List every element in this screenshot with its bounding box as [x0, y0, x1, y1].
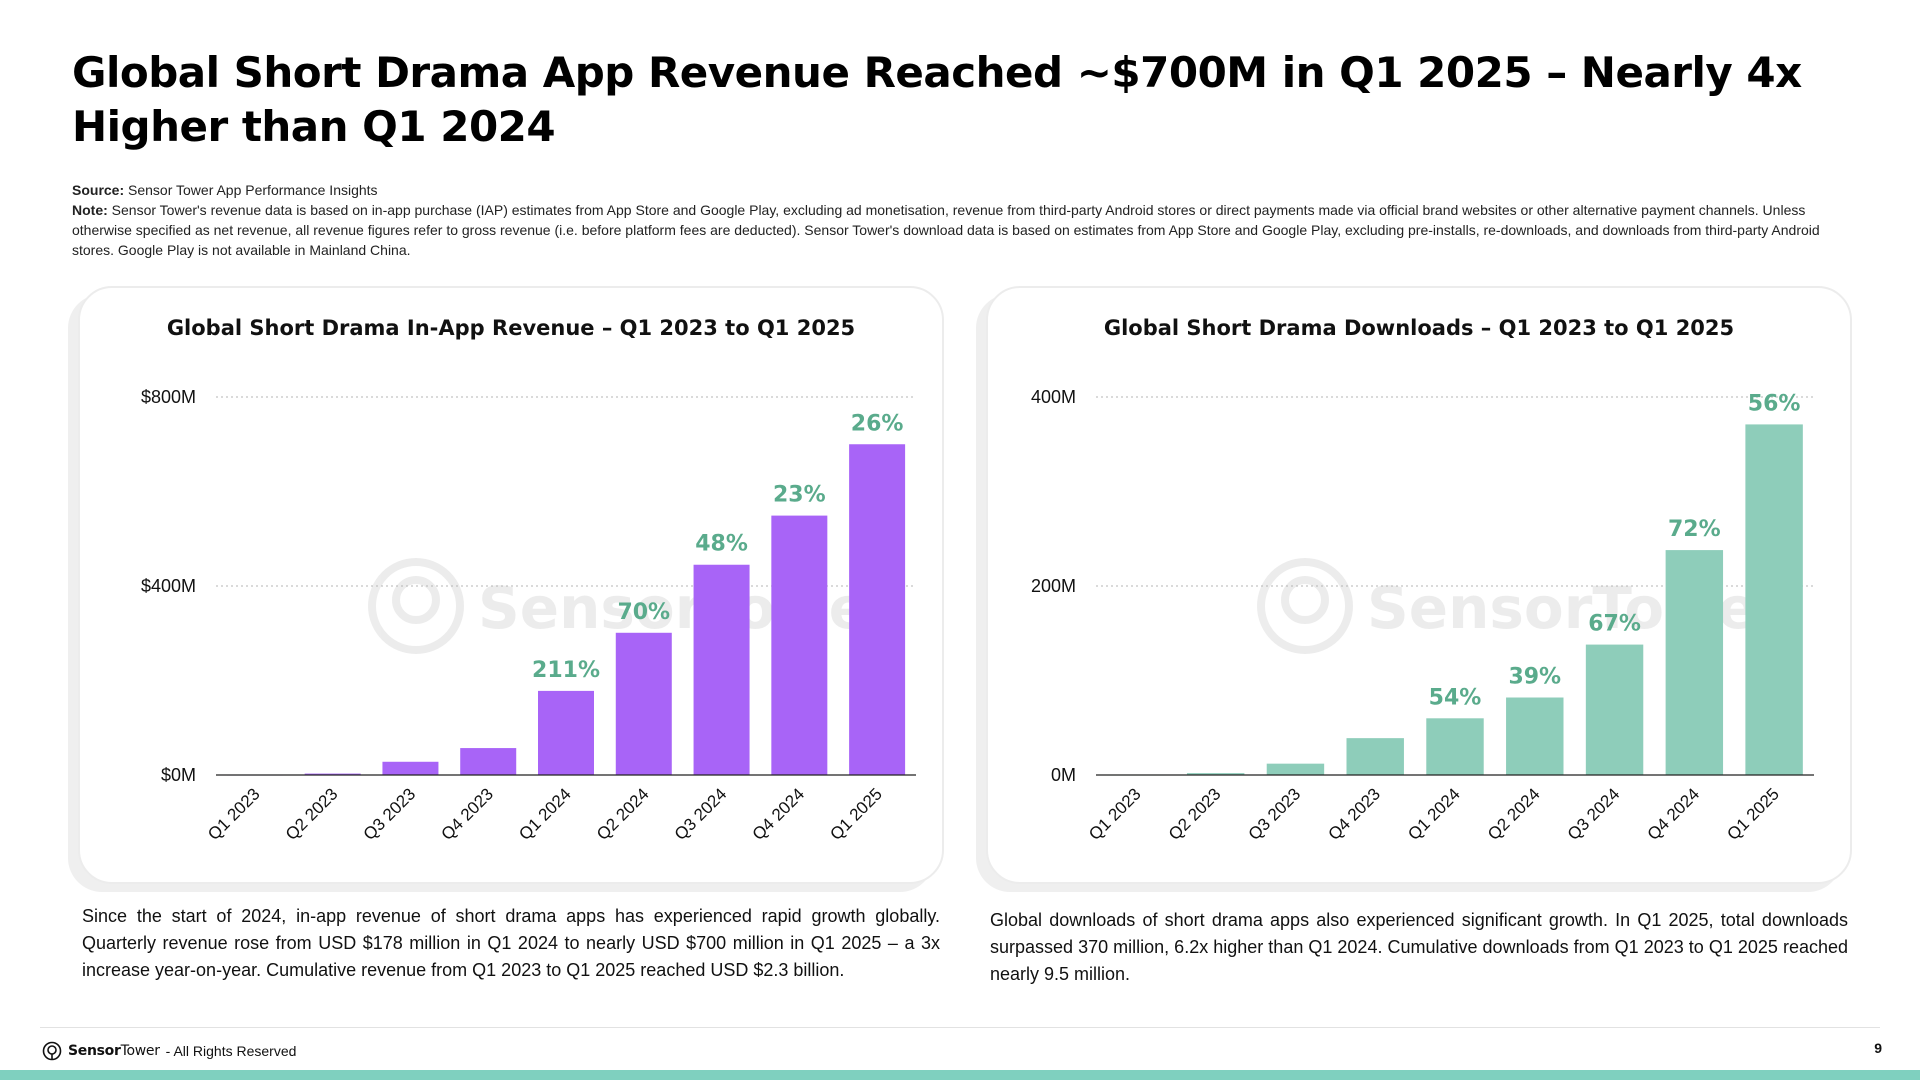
x-tick-label: Q2 2024	[1484, 784, 1544, 844]
x-tick-label: Q3 2024	[671, 784, 731, 844]
x-tick-label: Q4 2024	[1644, 784, 1704, 844]
note-label: Note:	[72, 202, 108, 218]
footer: SensorTower - All Rights Reserved	[42, 1040, 296, 1062]
x-tick-label: Q2 2024	[593, 784, 653, 844]
x-tick-label: Q2 2023	[1165, 784, 1225, 844]
x-tick-label: Q1 2025	[826, 784, 886, 844]
bottom-accent-bar	[0, 1070, 1920, 1080]
x-tick-label: Q3 2023	[360, 784, 420, 844]
y-tick-label: $800M	[141, 387, 196, 407]
bar	[460, 748, 517, 775]
x-tick-label: Q3 2023	[1245, 784, 1305, 844]
downloads-chart-card: Global Short Drama Downloads – Q1 2023 t…	[986, 286, 1852, 884]
x-tick-label: Q1 2024	[515, 784, 575, 844]
bar	[849, 444, 906, 775]
bar	[615, 632, 672, 775]
bar	[771, 515, 828, 775]
footer-logo-text: SensorTower	[68, 1043, 160, 1059]
source-note: Source: Sensor Tower App Performance Ins…	[72, 180, 1852, 260]
downloads-chart: SensorTower 0M 200M 400M Q1 2023 Q2 2023 Q3 20…	[1031, 387, 1814, 844]
bar	[304, 773, 361, 775]
data-label: 39%	[1508, 665, 1561, 690]
x-tick-label: Q4 2023	[1324, 784, 1384, 844]
logo-regular: Tower	[120, 1043, 160, 1059]
watermark-logo-icon	[1257, 558, 1353, 654]
watermark-text: SensorTower	[1367, 574, 1786, 642]
page-number: 9	[1874, 1040, 1882, 1056]
bar	[1745, 424, 1803, 775]
x-tick-label: Q4 2023	[437, 784, 497, 844]
watermark-logo-inner	[1281, 576, 1329, 624]
x-tick-label: Q1 2025	[1723, 784, 1783, 844]
data-label: 56%	[1748, 391, 1801, 416]
data-label: 48%	[695, 532, 748, 557]
x-tick-label: Q4 2024	[749, 784, 809, 844]
data-label: 54%	[1429, 685, 1482, 710]
x-tick-label: Q1 2023	[204, 784, 264, 844]
page-title: Global Short Drama App Revenue Reached ~…	[72, 48, 1802, 151]
y-tick-label: $0M	[161, 765, 196, 785]
bar	[1426, 718, 1484, 775]
bar	[1585, 644, 1644, 775]
x-tick-label: Q2 2023	[282, 784, 342, 844]
watermark-text: SensorTower	[478, 574, 897, 642]
data-label: 26%	[851, 411, 904, 436]
logo-bold: Sensor	[68, 1043, 121, 1059]
x-tick-label: Q1 2023	[1085, 784, 1145, 844]
bar	[1186, 773, 1245, 775]
sensortower-logo-icon	[42, 1041, 62, 1061]
bar	[1665, 550, 1724, 775]
watermark-logo-icon	[368, 558, 464, 654]
downloads-description: Global downloads of short drama apps als…	[990, 910, 1848, 984]
source-label: Source:	[72, 182, 125, 198]
revenue-description: Since the start of 2024, in-app revenue …	[82, 906, 940, 980]
watermark-logo-inner	[392, 576, 440, 624]
bar	[538, 690, 594, 775]
rights-text: - All Rights Reserved	[165, 1043, 297, 1059]
x-tick-label: Q3 2024	[1564, 784, 1624, 844]
bar	[1266, 763, 1325, 775]
bar	[693, 564, 750, 775]
data-label: 67%	[1588, 612, 1641, 637]
bar	[382, 761, 439, 775]
bar	[1346, 738, 1404, 775]
revenue-chart: SensorTower $0M $400M $800M Q1 2023 Q2 2023 Q3…	[141, 387, 916, 844]
bar	[1506, 697, 1564, 775]
revenue-chart-card: Global Short Drama In-App Revenue – Q1 2…	[78, 286, 944, 884]
note-line: Note: Sensor Tower's revenue data is bas…	[72, 200, 1852, 260]
footer-divider	[40, 1027, 1880, 1028]
data-label: 70%	[617, 600, 670, 625]
data-label: 211%	[532, 658, 600, 683]
y-tick-label: $400M	[141, 576, 196, 596]
revenue-chart-title: Global Short Drama In-App Revenue – Q1 2…	[166, 316, 856, 340]
data-label: 72%	[1668, 517, 1721, 542]
data-label: 23%	[773, 483, 826, 508]
downloads-chart-title: Global Short Drama Downloads – Q1 2023 t…	[1103, 316, 1735, 340]
x-tick-label: Q1 2024	[1404, 784, 1464, 844]
y-tick-label: 0M	[1051, 765, 1076, 785]
y-tick-label: 200M	[1031, 576, 1076, 596]
y-tick-label: 400M	[1031, 387, 1076, 407]
note-text: Sensor Tower's revenue data is based on …	[72, 202, 1820, 258]
source-line: Source: Sensor Tower App Performance Ins…	[72, 180, 1852, 200]
source-text: Sensor Tower App Performance Insights	[128, 182, 378, 198]
